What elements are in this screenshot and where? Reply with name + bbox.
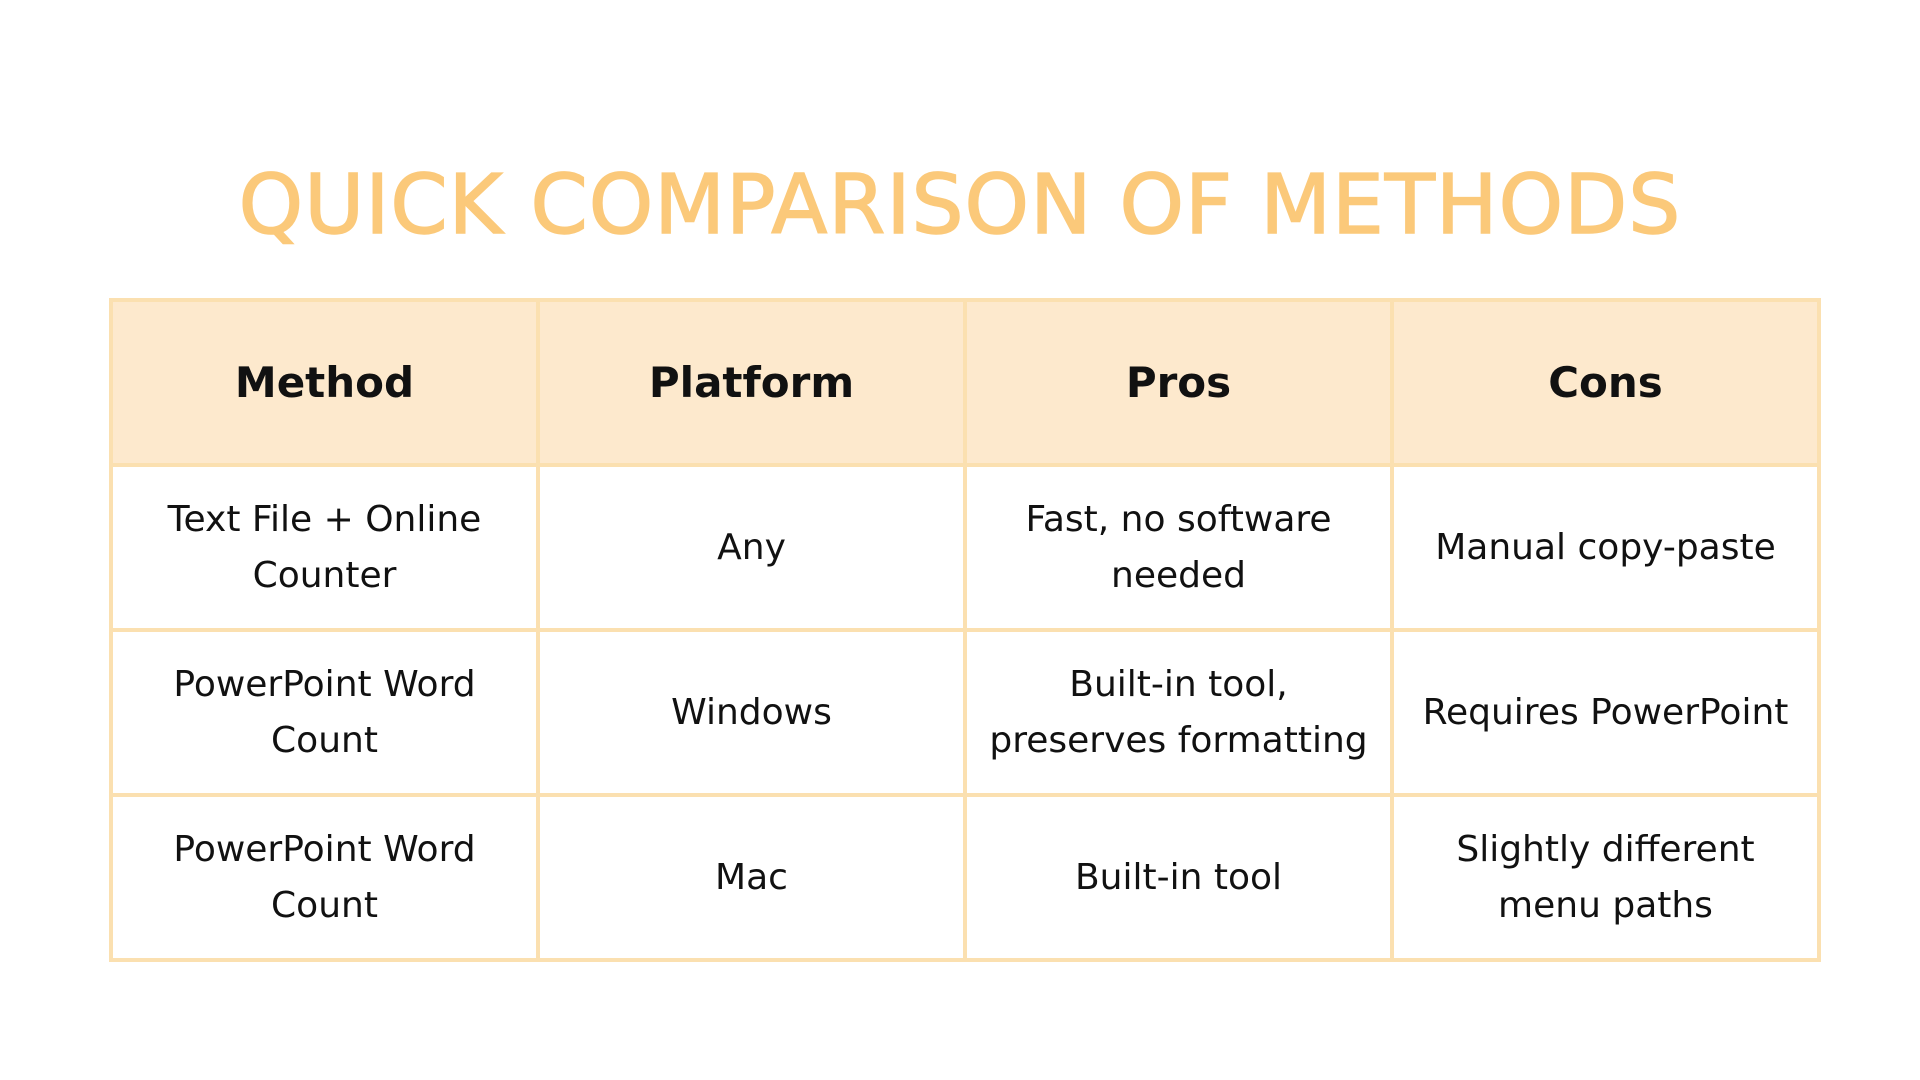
cell-platform: Windows [536,628,967,797]
comparison-table-container: Method Platform Pros Cons Text File + On… [109,298,1821,962]
cell-method: PowerPoint Word Count [109,793,540,962]
cell-pros: Built-in tool [963,793,1394,962]
cell-platform: Mac [536,793,967,962]
cell-pros: Built-in tool, preserves formatting [963,628,1394,797]
cell-method: PowerPoint Word Count [109,628,540,797]
table-body: Text File + Online Counter Any Fast, no … [109,463,1821,962]
cell-cons: Manual copy-paste [1390,463,1821,632]
cell-pros: Fast, no software needed [963,463,1394,632]
cell-cons: Slightly different menu paths [1390,793,1821,962]
header-cons: Cons [1390,298,1821,467]
cell-method: Text File + Online Counter [109,463,540,632]
table-header: Method Platform Pros Cons [109,298,1821,467]
comparison-table: Method Platform Pros Cons Text File + On… [109,298,1821,962]
header-method: Method [109,298,540,467]
cell-platform: Any [536,463,967,632]
table-row: Text File + Online Counter Any Fast, no … [109,463,1821,632]
header-platform: Platform [536,298,967,467]
table-row: PowerPoint Word Count Mac Built-in tool … [109,793,1821,962]
header-row: Method Platform Pros Cons [109,298,1821,467]
cell-cons: Requires PowerPoint [1390,628,1821,797]
table-row: PowerPoint Word Count Windows Built-in t… [109,628,1821,797]
header-pros: Pros [963,298,1394,467]
slide-title: QUICK COMPARISON OF METHODS [238,157,1682,253]
